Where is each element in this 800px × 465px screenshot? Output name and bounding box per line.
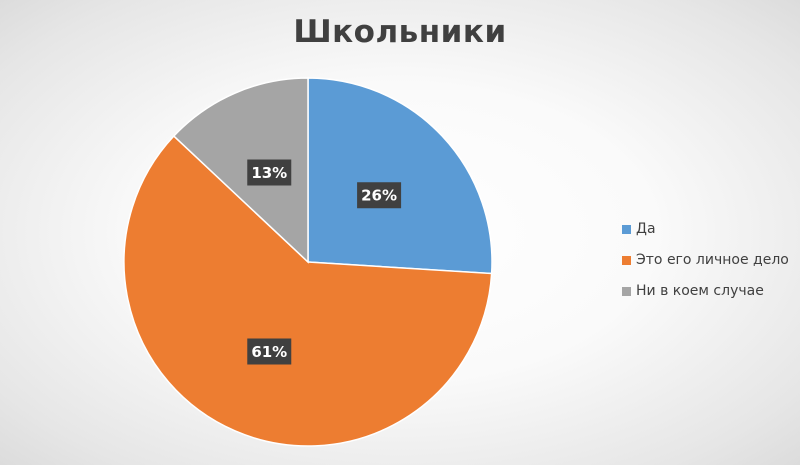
- data-label-da: 26%: [357, 182, 402, 209]
- legend-label-da: Да: [636, 221, 656, 237]
- data-label-lichnoe-delo-text: 61%: [251, 343, 287, 361]
- data-label-ni-v-koem-sluchae-text: 13%: [251, 164, 287, 182]
- legend-item-lichnoe-delo: Это его личное дело: [622, 250, 789, 270]
- pie-slice-da: [307, 77, 493, 275]
- legend-swatch-lichnoe-delo: [622, 255, 631, 265]
- legend-item-da: Да: [622, 219, 789, 239]
- data-label-ni-v-koem-sluchae-box: [247, 159, 292, 186]
- legend-swatch-ni-v-koem-sluchae: [622, 286, 631, 296]
- data-label-lichnoe-delo-box: [247, 338, 292, 365]
- legend-swatch-da: [622, 224, 631, 234]
- pie-slice-ni-v-koem-sluchae: [172, 77, 309, 264]
- data-label-lichnoe-delo: 61%: [247, 338, 292, 365]
- legend: Да Это его личное дело Ни в коем случае: [622, 219, 789, 312]
- legend-item-ni-v-koem-sluchae: Ни в коем случае: [622, 281, 789, 301]
- legend-label-ni-v-koem-sluchae: Ни в коем случае: [636, 283, 764, 299]
- data-label-ni-v-koem-sluchae: 13%: [247, 159, 292, 186]
- legend-label-lichnoe-delo: Это его личное дело: [636, 252, 789, 268]
- pie-slice-lichnoe-delo: [123, 134, 493, 447]
- chart-title: Школьники: [293, 14, 507, 50]
- data-label-da-text: 26%: [361, 187, 397, 205]
- data-label-da-box: [357, 182, 402, 209]
